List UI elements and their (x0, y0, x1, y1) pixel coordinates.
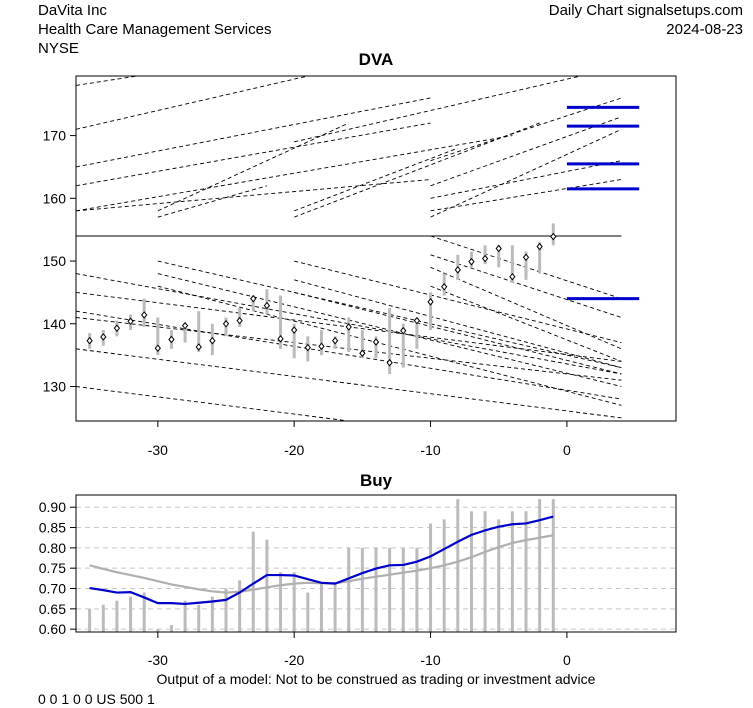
trend-line (157, 185, 268, 218)
x-tick-label: -10 (420, 442, 440, 458)
y-tick-label: 0.70 (39, 581, 66, 597)
company-name: DaVita Inc (38, 2, 107, 19)
close-marker (181, 321, 189, 330)
trend-line (294, 147, 458, 212)
y-tick-label: 130 (43, 379, 67, 395)
y-tick-label: 0.85 (39, 520, 66, 536)
close-marker (522, 253, 530, 262)
trend-line (430, 97, 622, 162)
close-marker (481, 254, 489, 263)
y-tick-label: 0.75 (39, 560, 66, 576)
close-marker (536, 242, 543, 251)
trend-line (76, 310, 622, 400)
price-chart: -30 -20 -10 0 130 140 150 160 170 (43, 75, 677, 458)
close-marker (277, 335, 284, 343)
trend-line (76, 76, 310, 130)
trend-line (76, 348, 622, 419)
source-label: Daily Chart signalsetups.com (548, 2, 743, 19)
close-marker (495, 244, 502, 253)
close-marker (291, 326, 298, 334)
close-marker (441, 282, 448, 291)
price-frame (75, 75, 677, 422)
close-marker (509, 272, 516, 281)
close-marker (427, 298, 434, 306)
close-marker (141, 311, 148, 319)
buy-chart: -30 -20 -10 0 0.60 0.65 0.70 0.75 0.80 0.85 0.90 (39, 494, 677, 668)
x-tick-label: -30 (148, 652, 168, 668)
close-marker (550, 232, 557, 241)
trend-line (76, 97, 431, 168)
close-marker (100, 333, 107, 341)
close-marker (86, 336, 93, 345)
trend-line (430, 116, 622, 187)
close-marker (195, 343, 202, 351)
y-tick-label: 150 (43, 253, 67, 269)
trend-line (157, 122, 349, 212)
close-marker (113, 324, 121, 332)
close-marker (263, 301, 271, 310)
trend-line (76, 179, 431, 212)
x-tick-label: -10 (420, 652, 440, 668)
close-marker (372, 338, 380, 346)
y-tick-label: 170 (43, 128, 67, 144)
y-tick-label: 0.65 (39, 601, 66, 617)
close-marker (318, 342, 325, 351)
y-tick-label: 0.60 (39, 621, 66, 637)
buy-chart-title: Buy (360, 471, 393, 490)
close-marker (209, 336, 216, 345)
close-marker (386, 358, 393, 367)
trend-line (294, 260, 622, 344)
trend-line (430, 128, 622, 218)
trend-line (430, 254, 622, 318)
close-marker (413, 316, 421, 325)
y-tick-label: 160 (43, 190, 67, 206)
trend-line (430, 179, 622, 212)
close-marker (454, 266, 461, 274)
trend-line (430, 285, 622, 362)
close-marker (127, 317, 134, 326)
trend-line (76, 135, 513, 212)
x-tick-label: 0 (563, 652, 571, 668)
trend-line (76, 122, 431, 187)
chart-date: 2024-08-23 (666, 21, 743, 38)
y-tick-label: 0.90 (39, 499, 66, 515)
trend-line (76, 386, 353, 421)
trend-line (294, 279, 622, 369)
exchange-name: NYSE (38, 40, 79, 57)
x-tick-label: -20 (284, 652, 304, 668)
close-marker (168, 335, 175, 344)
trend-line (430, 160, 622, 199)
close-marker (345, 323, 352, 331)
price-plot-area (76, 76, 640, 421)
close-marker (236, 316, 243, 325)
trend-line (294, 122, 540, 218)
close-marker (222, 319, 230, 328)
close-marker (154, 344, 161, 353)
trend-line (157, 260, 622, 369)
trend-line (76, 273, 622, 375)
model-code: 0 0 1 0 0 US 500 1 (38, 691, 155, 707)
disclaimer: Output of a model: Not to be construed a… (157, 671, 596, 687)
signal-line (89, 515, 554, 606)
close-marker (304, 343, 311, 352)
close-marker (331, 336, 339, 345)
x-tick-label: -30 (148, 442, 168, 458)
close-marker (400, 326, 407, 335)
price-chart-title: DVA (359, 50, 394, 69)
x-tick-label: 0 (563, 442, 571, 458)
x-tick-label: -20 (284, 442, 304, 458)
trend-line (294, 291, 622, 375)
y-tick-label: 0.80 (39, 540, 66, 556)
buy-frame (75, 494, 677, 633)
trend-line (76, 76, 141, 86)
close-marker (250, 294, 257, 303)
close-marker (359, 349, 366, 358)
industry-name: Health Care Management Services (38, 21, 272, 38)
trend-line (294, 76, 583, 143)
buy-plot-area (76, 499, 676, 632)
close-marker (468, 257, 475, 266)
y-tick-label: 140 (43, 316, 67, 332)
